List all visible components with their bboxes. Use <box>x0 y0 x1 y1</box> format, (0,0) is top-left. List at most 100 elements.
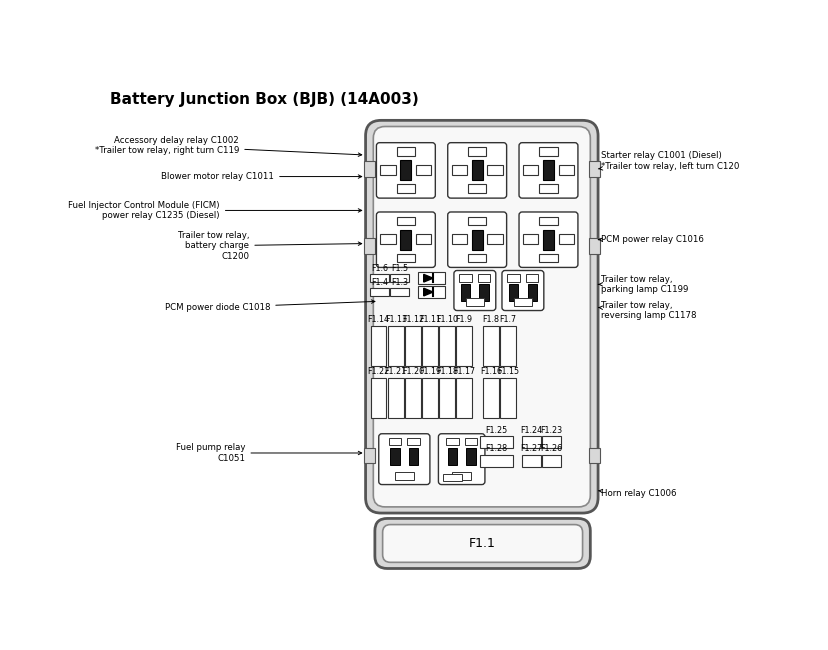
Text: F1.4: F1.4 <box>371 278 388 287</box>
Text: F1.20: F1.20 <box>402 367 423 376</box>
Bar <box>439 326 454 366</box>
Bar <box>508 284 518 302</box>
Bar <box>451 165 466 175</box>
Bar <box>455 378 471 417</box>
Bar <box>447 448 456 465</box>
Bar <box>370 288 388 296</box>
FancyBboxPatch shape <box>365 120 597 513</box>
Text: F1.19: F1.19 <box>418 367 440 376</box>
Bar <box>588 161 599 177</box>
Text: Accessory delay relay C1002
*Trailer tow relay, right turn C119: Accessory delay relay C1002 *Trailer tow… <box>94 136 361 157</box>
Bar <box>500 326 515 366</box>
Bar <box>466 448 475 465</box>
Bar <box>451 234 466 244</box>
Bar <box>513 298 532 306</box>
Bar <box>538 216 557 225</box>
Polygon shape <box>423 288 432 296</box>
Text: F1.11: F1.11 <box>418 315 440 324</box>
Text: F1.12: F1.12 <box>402 315 423 324</box>
Text: Starter relay C1001 (Diesel)
*Trailer tow relay, left turn C120: Starter relay C1001 (Diesel) *Trailer to… <box>598 151 739 171</box>
Text: F1.16: F1.16 <box>479 367 502 376</box>
FancyBboxPatch shape <box>454 270 495 311</box>
Text: F1.10: F1.10 <box>436 315 457 324</box>
Bar <box>405 378 420 417</box>
Bar <box>558 165 573 175</box>
Bar <box>439 378 454 417</box>
Bar <box>408 448 418 465</box>
FancyBboxPatch shape <box>518 212 577 267</box>
Bar <box>507 274 519 282</box>
Text: F1.13: F1.13 <box>384 315 407 324</box>
Bar <box>421 326 437 366</box>
Bar <box>380 165 395 175</box>
FancyBboxPatch shape <box>447 212 506 267</box>
Bar <box>400 229 411 250</box>
Bar <box>445 437 458 445</box>
Bar <box>483 378 498 417</box>
Text: PCM power diode C1018: PCM power diode C1018 <box>165 300 374 312</box>
FancyBboxPatch shape <box>378 434 430 484</box>
Bar <box>558 234 573 244</box>
Bar <box>588 238 599 254</box>
Bar <box>396 254 415 262</box>
Bar <box>527 284 537 302</box>
Bar <box>416 234 431 244</box>
Bar <box>390 448 399 465</box>
Bar <box>363 448 374 463</box>
Text: F1.7: F1.7 <box>499 315 516 324</box>
Text: F1.18: F1.18 <box>436 367 457 376</box>
Polygon shape <box>423 274 432 282</box>
Bar <box>522 234 537 244</box>
FancyBboxPatch shape <box>376 212 435 267</box>
Bar <box>388 378 403 417</box>
Bar <box>522 454 540 467</box>
Text: F1.25: F1.25 <box>485 426 507 435</box>
Text: F1.24: F1.24 <box>520 426 542 435</box>
Bar <box>467 254 486 262</box>
Bar <box>525 274 537 282</box>
Bar <box>465 298 484 306</box>
Text: F1.26: F1.26 <box>540 445 562 454</box>
Bar <box>467 148 486 156</box>
Text: Trailer tow relay,
parking lamp C1199: Trailer tow relay, parking lamp C1199 <box>598 275 688 294</box>
Text: Fuel Injector Control Module (FICM)
power relay C1235 (Diesel): Fuel Injector Control Module (FICM) powe… <box>68 201 361 220</box>
Text: F1.23: F1.23 <box>540 426 562 435</box>
Bar <box>421 378 437 417</box>
Text: Trailer tow relay,
battery charge
C1200: Trailer tow relay, battery charge C1200 <box>178 231 361 261</box>
Bar <box>542 454 561 467</box>
Bar <box>455 326 471 366</box>
Text: F1.28: F1.28 <box>485 445 507 454</box>
Text: F1.22: F1.22 <box>367 367 389 376</box>
FancyBboxPatch shape <box>518 143 577 198</box>
FancyBboxPatch shape <box>447 143 506 198</box>
Bar <box>478 274 489 282</box>
Bar <box>483 326 498 366</box>
FancyBboxPatch shape <box>438 434 484 484</box>
Bar <box>370 274 388 283</box>
Bar <box>522 436 540 448</box>
Bar <box>479 454 513 467</box>
Bar <box>390 274 408 283</box>
Bar <box>522 165 537 175</box>
Text: F1.14: F1.14 <box>368 315 389 324</box>
Text: Blower motor relay C1011: Blower motor relay C1011 <box>161 172 361 181</box>
Bar <box>418 286 444 298</box>
Bar <box>588 448 599 463</box>
Text: F1.17: F1.17 <box>452 367 474 376</box>
Bar <box>538 184 557 193</box>
FancyBboxPatch shape <box>374 519 590 569</box>
Bar <box>405 326 420 366</box>
Bar <box>395 473 413 480</box>
Text: F1.1: F1.1 <box>469 537 495 550</box>
Bar <box>396 216 415 225</box>
Bar <box>500 378 515 417</box>
Bar <box>487 165 502 175</box>
Text: F1.8: F1.8 <box>482 315 499 324</box>
Bar <box>380 234 395 244</box>
Bar <box>416 165 431 175</box>
Bar <box>388 326 403 366</box>
FancyBboxPatch shape <box>376 143 435 198</box>
Bar <box>542 161 553 181</box>
Bar <box>460 284 469 302</box>
Text: F1.9: F1.9 <box>455 315 472 324</box>
